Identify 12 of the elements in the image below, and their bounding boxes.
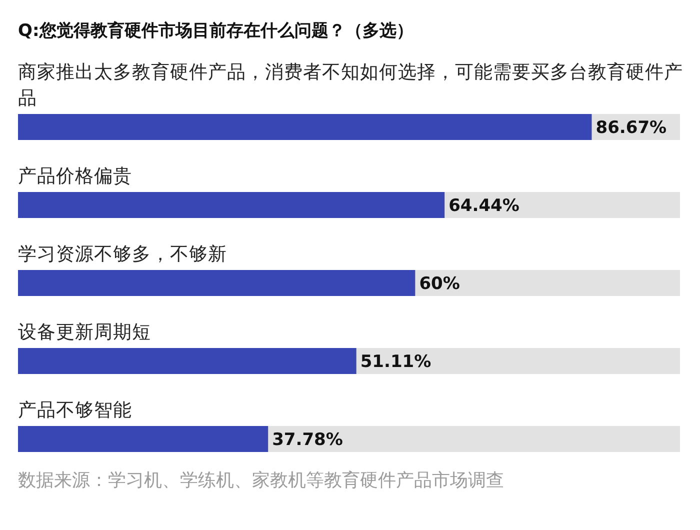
source-note: 数据来源：学习机、学练机、家教机等教育硬件产品市场调查 [18, 470, 504, 491]
data-label: 86.67% [596, 118, 667, 138]
data-label: 64.44% [448, 196, 520, 216]
chart-title: Q:您觉得教育硬件市场目前存在什么问题？（多选） [18, 20, 414, 41]
y-tick-label: 产品价格偏贵 [18, 166, 132, 187]
y-tick-label: 设备更新周期短 [18, 321, 151, 343]
y-tick-label: 学习资源不够多，不够新 [18, 243, 227, 265]
data-label: 60% [419, 274, 460, 294]
y-tick-label: 商家推出太多教育硬件产品，消费者不知如何选择，可能需要买多台教育硬件产品 [18, 61, 683, 109]
data-label: 37.78% [272, 430, 343, 450]
y-tick-label: 产品不够智能 [18, 400, 132, 421]
data-label: 51.11% [360, 352, 432, 372]
